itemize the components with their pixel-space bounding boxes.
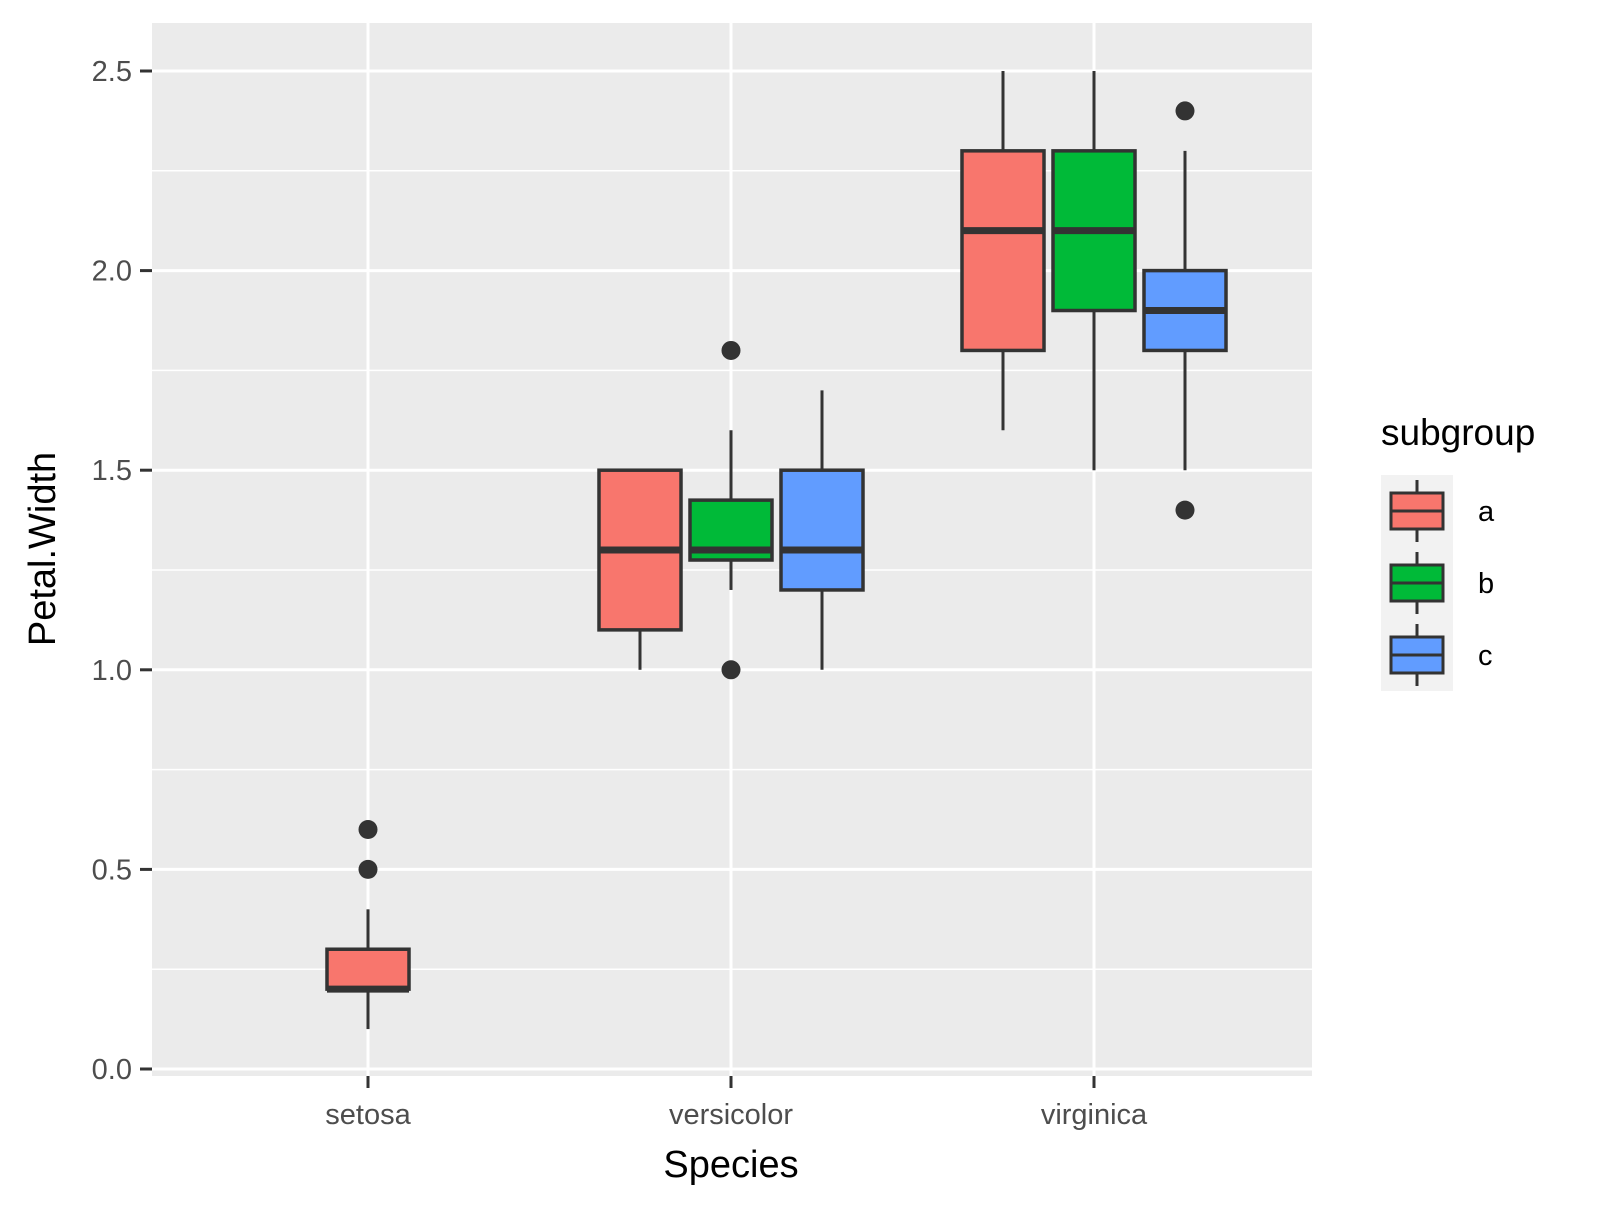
box-versicolor-c: [779, 390, 865, 670]
box-versicolor-a: [597, 468, 683, 670]
box-virginica-a: [960, 71, 1046, 431]
box-versicolor-b: [688, 340, 774, 680]
legend-title: subgroup: [1381, 412, 1535, 453]
y-tick-label: 1.5: [92, 455, 132, 487]
box-setosa-a: [325, 819, 411, 1030]
x-axis-title: Species: [663, 1144, 798, 1186]
outlier-point: [721, 660, 741, 680]
y-tick-label: 2.5: [92, 56, 132, 88]
box-iqr: [960, 149, 1046, 353]
outlier-point: [358, 819, 378, 839]
box-virginica-c: [1142, 101, 1228, 520]
outlier-point: [721, 340, 741, 360]
legend-label-b: b: [1478, 568, 1494, 600]
x-tick-label: virginica: [1041, 1099, 1148, 1131]
legend-label-a: a: [1478, 496, 1495, 528]
legend-label-c: c: [1478, 640, 1493, 672]
box-iqr: [779, 468, 865, 592]
x-tick-label: versicolor: [669, 1099, 793, 1131]
y-tick-label: 1.0: [92, 655, 132, 687]
x-tick-label: setosa: [325, 1099, 411, 1131]
legend: subgroup a b c: [1381, 412, 1535, 691]
outlier-point: [358, 859, 378, 879]
box-iqr: [325, 947, 411, 991]
y-tick-label: 0.5: [92, 854, 132, 886]
y-axis-title: Petal.Width: [22, 452, 64, 646]
outlier-point: [1175, 500, 1195, 520]
outlier-point: [1175, 101, 1195, 121]
y-tick-label: 0.0: [92, 1054, 132, 1086]
box-virginica-b: [1051, 71, 1137, 471]
y-tick-label: 2.0: [92, 256, 132, 288]
